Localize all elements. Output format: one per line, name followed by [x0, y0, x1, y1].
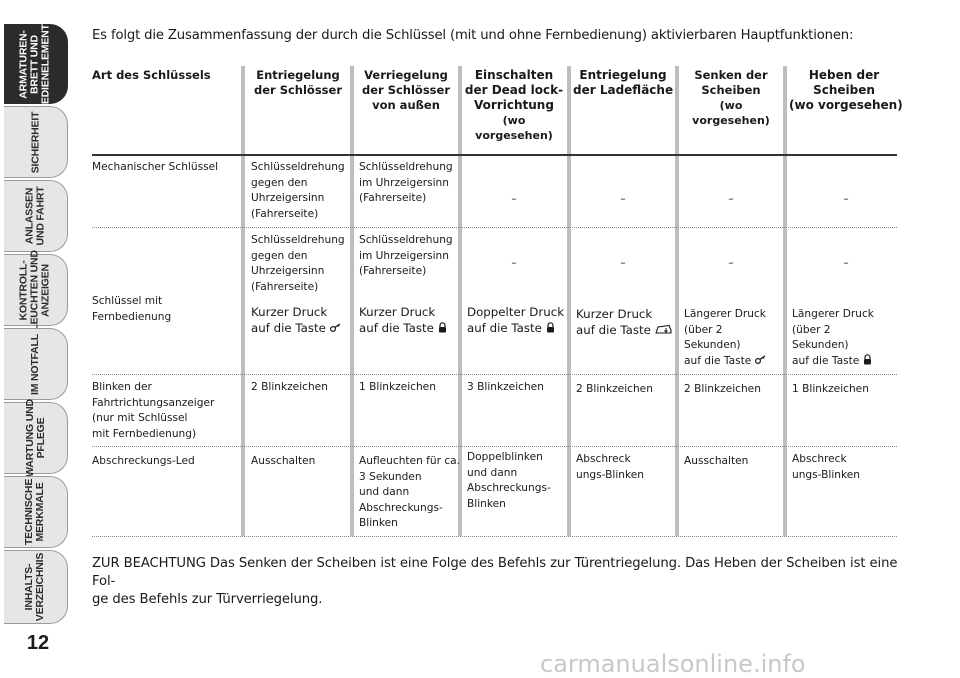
tab-label: TECHNISCHE MERKMALE	[23, 478, 47, 546]
header-ladeflaeche: Entriegelung der Ladefläche	[573, 68, 674, 97]
intro-text: Es folgt die Zusammenfassung der durch d…	[92, 28, 854, 43]
header-deadlock-title: Einschalten der Dead lock- Vorrichtung	[464, 68, 564, 112]
tab-label: WARTUNG UND PFLEGE	[23, 399, 47, 477]
header-deadlock-sub: (wo vorgesehen)	[475, 114, 553, 142]
page-number: 12	[26, 632, 50, 654]
cell-led-ladeflaeche: Abschreck ungs-Blinken	[576, 453, 644, 481]
row-divider	[92, 227, 897, 228]
cell-blink-verriegelung: 1 Blinkzeichen	[359, 381, 436, 393]
press-text: Längerer Druck (über 2 Sekunden) auf die…	[684, 308, 766, 367]
cell-mech-heben: –	[843, 193, 849, 205]
header-entriegelung: Entriegelung der Schlösser	[254, 68, 342, 97]
header-rule	[92, 154, 897, 156]
press-text: Kurzer Druck auf die Taste	[576, 307, 653, 337]
cell-fb-press-ladeflaeche: Kurzer Druck auf die Taste	[576, 307, 676, 339]
cell-fb-heben: –	[843, 257, 849, 269]
tab-label: ARMATUREN- BRETT UND BEDIENELEMENTE	[18, 16, 53, 112]
column-divider	[567, 66, 571, 536]
cell-fb-senken: –	[728, 257, 734, 269]
column-divider	[783, 66, 787, 536]
cell-fb-entriegelung: Schlüsseldrehung gegen den Uhrzeigersinn…	[251, 234, 345, 293]
padlock-icon	[438, 321, 447, 338]
header-senken-title: Senken der Scheiben	[694, 68, 768, 97]
header-heben: Heben der Scheiben (wo vorgesehen)	[789, 68, 903, 112]
tab-label: ANLASSEN UND FAHRT	[23, 186, 47, 246]
trunk-icon	[654, 324, 672, 340]
cell-fb-verriegelung: Schlüsseldrehung im Uhrzeigersinn (Fahre…	[359, 234, 453, 277]
tab-kontrollleuchten[interactable]: KONTROLL- LEUCHTEN UND ANZEIGEN	[4, 250, 68, 330]
tab-im-notfall[interactable]: IM NOTFALL	[4, 328, 68, 400]
tab-technische-merkmale[interactable]: TECHNISCHE MERKMALE	[4, 476, 68, 548]
cell-led-deadlock: Doppelblinken und dann Abschreckungs- Bl…	[467, 451, 551, 510]
cell-mech-verriegelung: Schlüsseldrehung im Uhrzeigersinn (Fahre…	[359, 161, 453, 204]
tab-label: KONTROLL- LEUCHTEN UND ANZEIGEN	[18, 249, 52, 331]
header-art: Art des Schlüssels	[92, 68, 211, 82]
tab-anlassen-und-fahrt[interactable]: ANLASSEN UND FAHRT	[4, 180, 68, 252]
cell-blink-entriegelung: 2 Blinkzeichen	[251, 381, 328, 393]
press-text: Doppelter Druck auf die Taste	[467, 305, 565, 335]
cell-fb-press-senken: Längerer Druck (über 2 Sekunden) auf die…	[684, 307, 780, 370]
column-divider	[241, 66, 245, 536]
header-deadlock: Einschalten der Dead lock- Vorrichtung (…	[464, 68, 564, 143]
press-text: Kurzer Druck auf die Taste	[359, 305, 436, 335]
row-divider	[92, 536, 897, 537]
cell-fb-ladeflaeche: –	[620, 257, 626, 269]
cell-mech-ladeflaeche: –	[620, 193, 626, 205]
row-divider	[92, 446, 897, 447]
cell-blink-deadlock: 3 Blinkzeichen	[467, 381, 544, 393]
tab-label: INHALTS- VERZEICHNIS	[23, 552, 47, 622]
tab-sicherheit[interactable]: SICHERHEIT	[4, 106, 68, 178]
cell-mech-senken: –	[728, 193, 734, 205]
watermark: carmanualsonline.info	[540, 650, 806, 678]
header-senken: Senken der Scheiben (wo vorgesehen)	[681, 68, 781, 128]
row-divider	[92, 374, 897, 375]
cell-mech-deadlock: –	[511, 193, 517, 205]
tab-armaturenbrett[interactable]: ARMATUREN- BRETT UND BEDIENELEMENTE	[4, 17, 68, 111]
cell-blink-ladeflaeche: 2 Blinkzeichen	[576, 383, 653, 395]
row-label-fernbedienung: Schlüssel mit Fernbedienung	[92, 295, 172, 323]
press-text: Kurzer Druck auf die Taste	[251, 305, 328, 335]
cell-mech-entriegelung: Schlüsseldrehung gegen den Uhrzeigersinn…	[251, 161, 345, 220]
cell-led-senken: Ausschalten	[684, 455, 749, 467]
tab-label: SICHERHEIT	[29, 111, 41, 173]
key-unlock-icon	[754, 354, 767, 371]
note-text: Das Senken der Scheiben ist eine Folge d…	[92, 556, 898, 607]
press-text: Längerer Druck (über 2 Sekunden) auf die…	[792, 308, 874, 367]
cell-fb-press-entriegelung: Kurzer Druck auf die Taste	[251, 305, 351, 337]
row-label-mechanisch: Mechanischer Schlüssel	[92, 161, 219, 173]
tab-wartung-und-pflege[interactable]: WARTUNG UND PFLEGE	[4, 399, 68, 477]
column-divider	[350, 66, 354, 536]
cell-fb-press-heben: Längerer Druck (über 2 Sekunden) auf die…	[792, 307, 892, 370]
header-senken-sub: (wo vorgesehen)	[692, 99, 770, 127]
cell-fb-deadlock: –	[511, 257, 517, 269]
column-divider	[458, 66, 462, 536]
attention-note: ZUR BEACHTUNG Das Senken der Scheiben is…	[92, 555, 900, 609]
header-verriegelung: Verriegelung der Schlösser von außen	[362, 68, 450, 112]
padlock-icon	[863, 353, 872, 371]
row-label-abschreckung: Abschreckungs-Led	[92, 455, 195, 467]
cell-led-verriegelung: Aufleuchten für ca. 3 Sekunden und dann …	[359, 455, 461, 529]
cell-led-entriegelung: Ausschalten	[251, 455, 316, 467]
column-divider	[675, 66, 679, 536]
cell-blink-heben: 1 Blinkzeichen	[792, 383, 869, 395]
cell-blink-senken: 2 Blinkzeichen	[684, 383, 761, 395]
padlock-icon	[546, 321, 555, 338]
chapter-tabs: ARMATUREN- BRETT UND BEDIENELEMENTE SICH…	[0, 0, 72, 676]
tab-label: IM NOTFALL	[29, 333, 41, 395]
cell-fb-press-deadlock: Doppelter Druck auf die Taste	[467, 305, 567, 337]
cell-led-heben: Abschreck ungs-Blinken	[792, 453, 860, 481]
cell-fb-press-verriegelung: Kurzer Druck auf die Taste	[359, 305, 459, 337]
note-lead: ZUR BEACHTUNG	[92, 556, 206, 571]
row-label-blinken: Blinken der Fahrtrichtungsanzeiger (nur …	[92, 381, 215, 440]
key-unlock-icon	[329, 322, 342, 338]
tab-inhaltsverzeichnis[interactable]: INHALTS- VERZEICHNIS	[4, 550, 68, 624]
